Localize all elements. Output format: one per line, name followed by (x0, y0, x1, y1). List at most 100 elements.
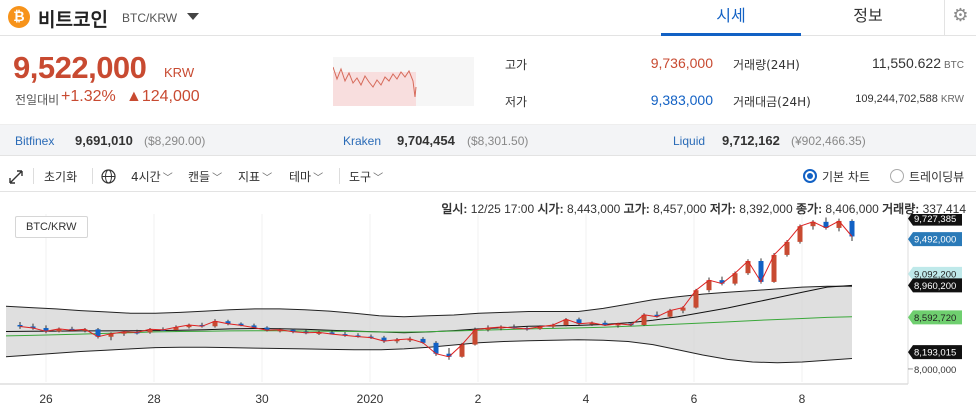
x-axis-label: 2020 (357, 392, 384, 406)
candle-body (836, 220, 842, 228)
chevron-down-icon: ﹀ (162, 173, 173, 184)
tab-market[interactable]: 시세 (661, 0, 801, 36)
price-unit: KRW (164, 65, 195, 80)
candle-body (17, 324, 23, 327)
candle-body (329, 332, 335, 335)
candle-body (277, 329, 283, 332)
tools-dropdown[interactable]: 도구 ﹀ (349, 168, 383, 185)
chart-toolbar: 초기화 4시간 ﹀ 캔들 ﹀ 지표 ﹀ 테마 ﹀ 도구 ﹀ 기본 차트 트레이딩뷰 (0, 160, 976, 192)
candle-body (290, 329, 296, 332)
theme-dropdown[interactable]: 테마 ﹀ (289, 168, 323, 185)
x-axis-label: 26 (39, 392, 53, 406)
close-label: 종가: (795, 202, 823, 216)
volume-label: 거래량: (882, 202, 920, 216)
toolbar-divider (33, 168, 34, 184)
x-axis-label: 4 (583, 392, 590, 406)
candle-body (459, 344, 465, 357)
candle-body (381, 337, 387, 342)
price-tag (908, 345, 962, 360)
candle-body (394, 339, 400, 342)
exchange-name: Bitfinex (15, 134, 55, 148)
candle-body (810, 221, 816, 227)
change-percent: +1.32% (61, 88, 116, 105)
candle-body (706, 280, 712, 291)
price-tag (908, 214, 962, 226)
price-tag-label: 9,727,385 (914, 214, 956, 225)
bitcoin-logo-icon: ₿ (8, 6, 30, 28)
price-tag-label: 8,960,200 (914, 281, 956, 292)
candle-body (82, 329, 88, 331)
candle-body (30, 326, 36, 329)
price-chart[interactable]: 26 28 30 2020 2 4 6 8 8,000,000 9,727,385 9,492,00… (0, 214, 976, 414)
interval-dropdown[interactable]: 4시간 ﹀ (131, 168, 173, 185)
price-tag (908, 310, 962, 325)
coin-name: 비트코인 (38, 9, 108, 31)
candle-body (719, 280, 725, 284)
high-label: 고가 (505, 58, 528, 72)
reset-button[interactable]: 초기화 (44, 170, 78, 184)
open-label: 시가: (537, 202, 564, 216)
candle-body (771, 254, 777, 282)
candle-label: 캔들 (188, 170, 211, 184)
low-label: 저가: (709, 202, 736, 216)
price-tag-label: 8,193,015 (914, 348, 956, 359)
candle-body (758, 261, 764, 282)
high-value: 8,457,000 (653, 202, 707, 216)
x-axis-label: 28 (147, 392, 161, 406)
indicator-dropdown[interactable]: 지표 ﹀ (238, 168, 272, 185)
coin-dropdown-icon[interactable] (187, 13, 199, 20)
candle-body (264, 327, 270, 331)
candle-body (784, 241, 790, 255)
gear-icon[interactable]: ⚙ (944, 0, 976, 36)
exchange-price: 9,691,010 (75, 133, 133, 148)
expand-icon[interactable] (9, 170, 23, 184)
candle-body (43, 328, 49, 332)
candle-body (121, 331, 127, 334)
change-label: 전일대비 (15, 93, 60, 107)
candle-body (823, 221, 829, 228)
chevron-down-icon: ﹀ (212, 173, 223, 184)
candle-body (641, 314, 647, 325)
chevron-down-icon: ﹀ (373, 173, 384, 184)
candle-body (225, 321, 231, 324)
low-value: 8,392,000 (739, 202, 793, 216)
candle-body (498, 326, 504, 329)
tools-label: 도구 (349, 170, 372, 184)
tradingview-label[interactable]: 트레이딩뷰 (909, 170, 965, 184)
candle-body (693, 290, 699, 308)
candle-body (173, 327, 179, 330)
price-tag-label: 9,092,200 (914, 269, 956, 280)
exchange-usd: ($8,301.50) (467, 134, 529, 148)
candle-body (186, 324, 192, 328)
coin-pair: BTC/KRW (122, 11, 178, 25)
coin-header: ₿ 비트코인 BTC/KRW 시세 정보 ⚙ (0, 0, 976, 36)
chevron-down-icon: ﹀ (313, 173, 324, 184)
exchange-price: 9,712,162 (722, 133, 780, 148)
candle-body (680, 307, 686, 311)
globe-icon[interactable] (101, 169, 116, 184)
basic-chart-radio[interactable] (803, 169, 817, 183)
candle-body (69, 328, 75, 331)
volume-unit: BTC (944, 60, 964, 71)
tab-info[interactable]: 정보 (853, 6, 883, 25)
price-tag (908, 266, 962, 281)
candle-body (732, 273, 738, 284)
candle-body (56, 328, 62, 332)
price-tag (908, 278, 962, 293)
moving-average-line (5, 316, 853, 337)
candle-body (199, 324, 205, 327)
candle-body (563, 319, 569, 325)
tradingview-radio[interactable] (890, 169, 904, 183)
candle-body (108, 333, 114, 337)
candle-body (576, 319, 582, 324)
candle-body (797, 226, 803, 242)
basic-chart-label[interactable]: 기본 차트 (822, 170, 870, 184)
candle-body (420, 338, 426, 343)
toolbar-divider (92, 168, 93, 184)
x-axis-label: 30 (255, 392, 269, 406)
candle-body (407, 338, 413, 341)
price-tag-label: 8,592,720 (914, 313, 956, 324)
date-label: 일시: (441, 202, 468, 216)
close-price-line (19, 220, 853, 358)
candle-dropdown[interactable]: 캔들 ﹀ (188, 168, 222, 185)
